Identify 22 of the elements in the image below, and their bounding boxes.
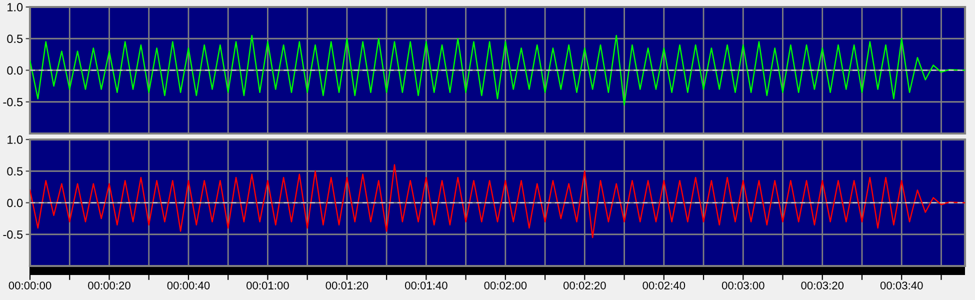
x-tick-label: 00:03:40 xyxy=(880,282,923,290)
x-tick-label: 00:00:20 xyxy=(88,282,130,290)
y-tick-label: 0.5 xyxy=(7,34,23,44)
y-tick-label: 0.0 xyxy=(7,66,23,75)
x-tick-label: 00:00:00 xyxy=(8,282,52,290)
x-tick-label: 00:01:20 xyxy=(326,282,368,290)
x-tick-label: 00:02:00 xyxy=(484,282,527,290)
y-tick-label: 0.5 xyxy=(7,167,23,176)
line-series xyxy=(30,164,965,238)
x-tick-label: 00:01:40 xyxy=(404,282,448,290)
x-tick-label: 00:02:40 xyxy=(642,282,686,290)
y-tick-label: 0.0 xyxy=(7,198,23,208)
y-tick-label: -0.5 xyxy=(3,230,23,239)
x-tick-label: 00:01:00 xyxy=(246,282,289,290)
line-series xyxy=(30,34,965,106)
x-tick-label: 00:00:40 xyxy=(167,282,210,290)
x-tick-label: 00:03:00 xyxy=(722,282,764,290)
y-tick-label: 1.0 xyxy=(8,3,23,12)
x-tick-label: 00:02:20 xyxy=(563,282,606,290)
y-tick-label: -0.5 xyxy=(3,98,23,106)
y-tick-label: 1.0 xyxy=(8,136,23,144)
x-tick-label: 00:03:20 xyxy=(801,282,844,290)
